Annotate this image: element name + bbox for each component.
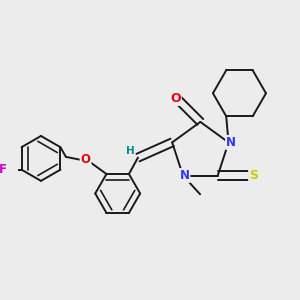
Text: N: N — [179, 169, 190, 182]
Text: O: O — [81, 154, 91, 166]
Text: N: N — [226, 136, 236, 149]
Text: S: S — [249, 169, 258, 182]
Text: F: F — [0, 163, 7, 176]
Text: H: H — [126, 146, 134, 156]
Text: O: O — [170, 92, 181, 105]
